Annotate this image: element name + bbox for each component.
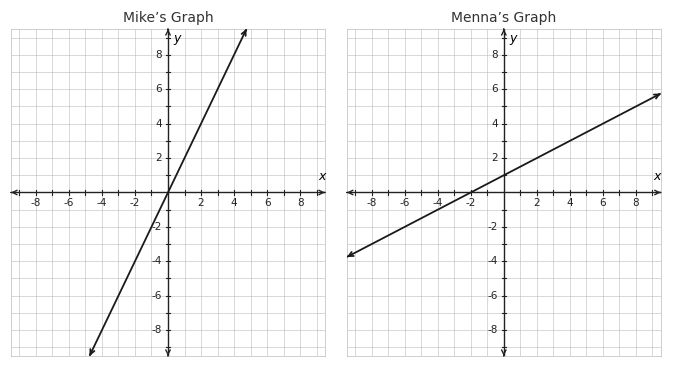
Text: -6: -6 [64, 199, 74, 208]
Text: 4: 4 [231, 199, 238, 208]
Text: y: y [174, 32, 181, 45]
Text: x: x [653, 170, 661, 183]
Text: 2: 2 [198, 199, 205, 208]
Text: 2: 2 [491, 153, 498, 163]
Text: y: y [509, 32, 517, 45]
Text: -4: -4 [488, 256, 498, 266]
Text: 8: 8 [491, 50, 498, 60]
Text: 8: 8 [633, 199, 639, 208]
Text: -8: -8 [488, 325, 498, 335]
Text: -6: -6 [152, 291, 162, 301]
Text: -8: -8 [367, 199, 377, 208]
Text: -4: -4 [97, 199, 107, 208]
Text: 6: 6 [491, 84, 498, 94]
Text: -8: -8 [31, 199, 41, 208]
Text: x: x [318, 170, 325, 183]
Text: 2: 2 [534, 199, 540, 208]
Text: 8: 8 [297, 199, 304, 208]
Text: 4: 4 [567, 199, 573, 208]
Text: -6: -6 [400, 199, 410, 208]
Text: 6: 6 [264, 199, 271, 208]
Text: 2: 2 [155, 153, 162, 163]
Text: 6: 6 [155, 84, 162, 94]
Text: -6: -6 [488, 291, 498, 301]
Text: 6: 6 [600, 199, 606, 208]
Text: -2: -2 [466, 199, 476, 208]
Text: -8: -8 [152, 325, 162, 335]
Text: -4: -4 [152, 256, 162, 266]
Title: Menna’s Graph: Menna’s Graph [451, 11, 557, 25]
Text: 8: 8 [155, 50, 162, 60]
Text: 4: 4 [491, 119, 498, 129]
Text: -2: -2 [130, 199, 140, 208]
Text: -2: -2 [488, 222, 498, 232]
Text: -2: -2 [152, 222, 162, 232]
Text: -4: -4 [433, 199, 443, 208]
Title: Mike’s Graph: Mike’s Graph [122, 11, 213, 25]
Text: 4: 4 [155, 119, 162, 129]
